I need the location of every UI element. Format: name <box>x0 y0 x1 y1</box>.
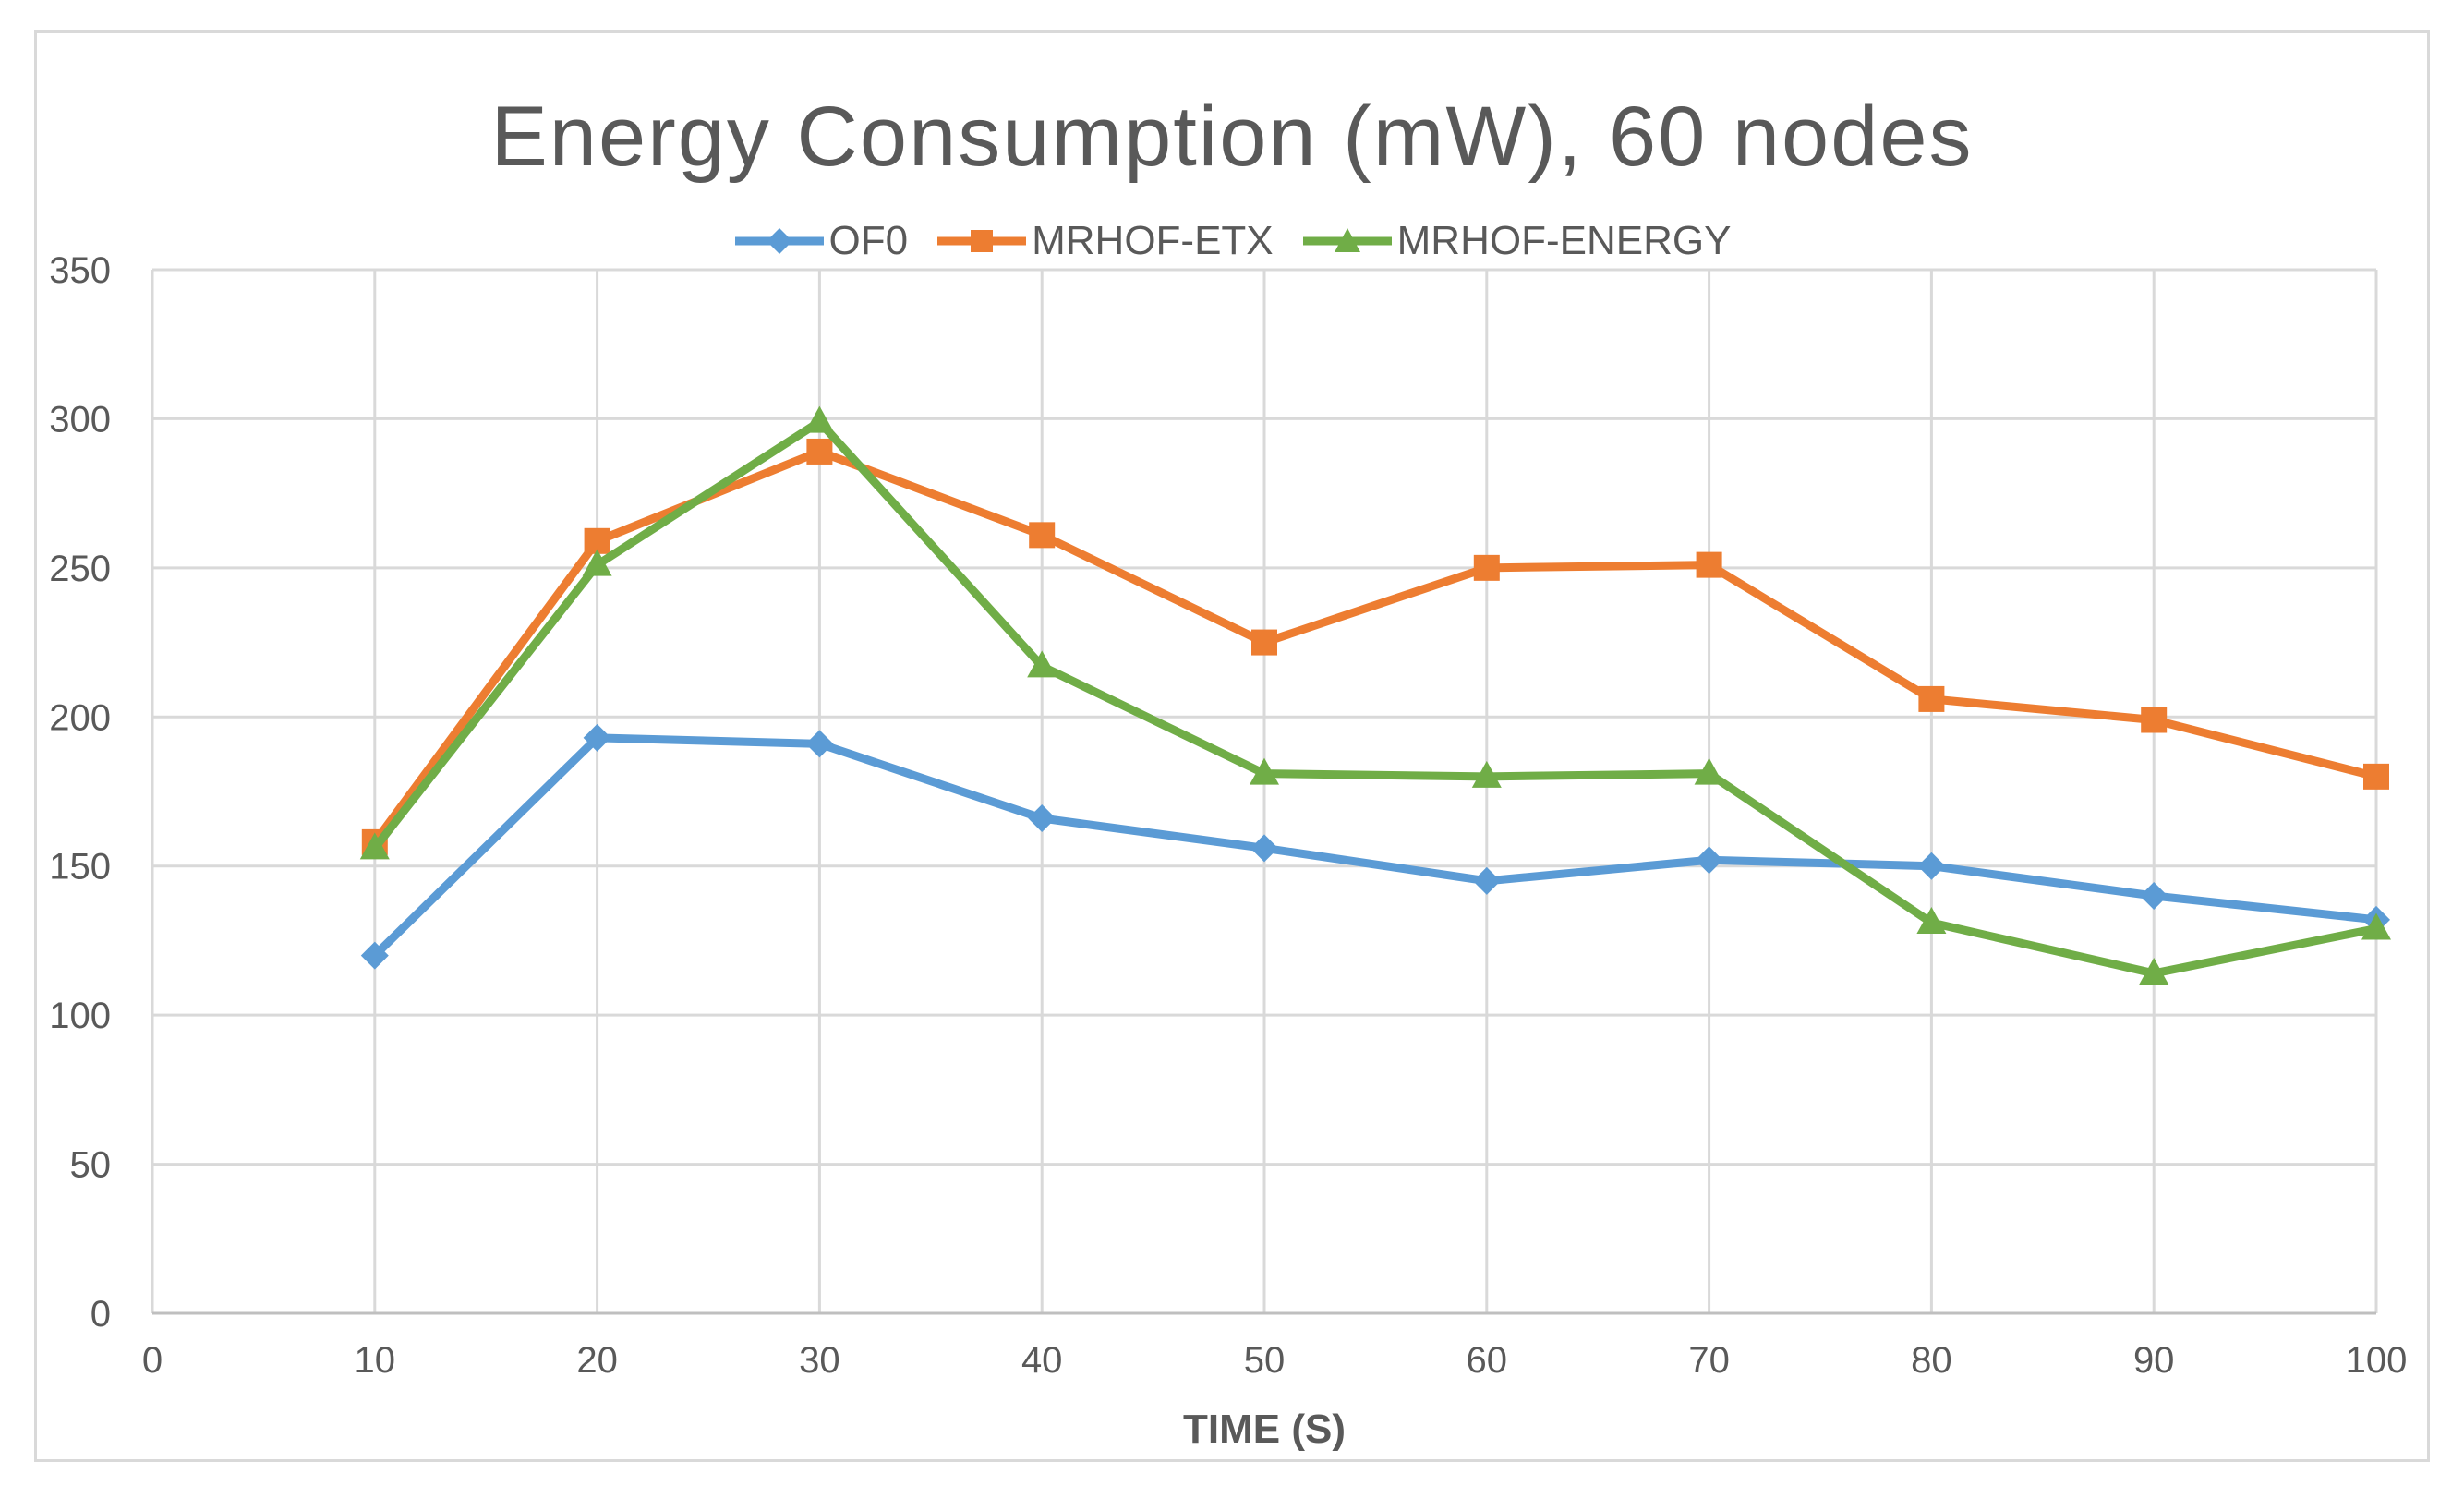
x-tick-label: 50 <box>1244 1340 1286 1381</box>
x-tick-label: 0 <box>142 1340 163 1381</box>
x-tick-label: 100 <box>2346 1340 2408 1381</box>
data-point <box>359 832 390 860</box>
legend-label-mrhof-energy: MRHOF-ENERGY <box>1396 218 1732 263</box>
data-point <box>1250 757 1279 785</box>
data-point <box>1918 685 1945 712</box>
legend-item-mrhof-energy: MRHOF-ENERGY <box>1301 218 1732 264</box>
data-point <box>1694 757 1724 785</box>
data-point <box>582 549 612 576</box>
legend-label-mrhof-etx: MRHOF-ETX <box>1032 218 1274 263</box>
x-tick-label: 70 <box>1688 1340 1730 1381</box>
data-point <box>806 438 833 465</box>
x-tick-label: 40 <box>1021 1340 1063 1381</box>
legend-label-of0: OF0 <box>828 218 909 263</box>
data-point <box>360 941 389 970</box>
grid-layer <box>151 268 2378 1313</box>
x-tick-label: 90 <box>2133 1340 2175 1381</box>
y-tick-label: 250 <box>49 549 111 589</box>
y-tick-label: 200 <box>49 697 111 738</box>
series-line <box>370 417 2381 978</box>
legend-item-of0: OF0 <box>733 218 909 264</box>
data-point <box>1473 554 1500 581</box>
legend-swatch-of0-icon <box>734 228 824 254</box>
data-point <box>1029 522 1056 549</box>
y-tick-label: 100 <box>49 996 111 1036</box>
x-axis-title: TIME (S) <box>1183 1407 1346 1452</box>
series-line <box>370 733 2381 960</box>
series-of0 <box>360 723 2390 970</box>
data-point <box>1695 846 1723 875</box>
data-point <box>1916 907 1947 935</box>
series-mrhof-etx <box>361 438 2389 855</box>
data-point <box>2363 763 2389 790</box>
legend: OF0 MRHOF-ETX MRHOF-ENERGY <box>37 218 2427 264</box>
data-point <box>2139 957 2169 985</box>
data-point <box>1696 551 1722 578</box>
data-point <box>583 723 611 752</box>
legend-swatch-mrhof-energy-icon <box>1302 228 1392 252</box>
data-point <box>2361 912 2391 940</box>
x-tick-label: 30 <box>799 1340 840 1381</box>
data-point <box>1027 650 1057 678</box>
legend-swatch-mrhof-etx-icon <box>937 230 1027 252</box>
x-tick-label: 60 <box>1467 1340 1508 1381</box>
y-tick-label: 50 <box>70 1145 112 1186</box>
y-tick-label: 150 <box>49 847 111 888</box>
data-point <box>1917 852 1946 880</box>
data-point <box>1028 804 1057 833</box>
y-tick-label: 350 <box>49 250 111 291</box>
y-tick-label: 0 <box>91 1294 111 1335</box>
legend-item-mrhof-etx: MRHOF-ETX <box>936 218 1274 264</box>
data-point <box>2140 882 2168 910</box>
series-mrhof-energy <box>359 405 2391 985</box>
data-point <box>1471 760 1502 788</box>
label-layer: 0 50 100 150 200 250 300 350 0 10 20 30 40 50 60 70 80 90… <box>49 250 2407 1381</box>
x-tick-label: 80 <box>1911 1340 1952 1381</box>
data-point <box>804 405 835 433</box>
x-tick-label: 20 <box>576 1340 618 1381</box>
data-point <box>805 730 834 758</box>
y-tick-label: 300 <box>49 399 111 440</box>
data-point <box>1251 629 1277 656</box>
chart-title: Energy Consumption (mW), 60 nodes <box>490 90 1974 184</box>
series-layer <box>359 405 2391 985</box>
data-point <box>1250 834 1278 863</box>
x-tick-label: 10 <box>355 1340 396 1381</box>
data-point <box>2141 707 2168 733</box>
data-point <box>1472 866 1501 895</box>
